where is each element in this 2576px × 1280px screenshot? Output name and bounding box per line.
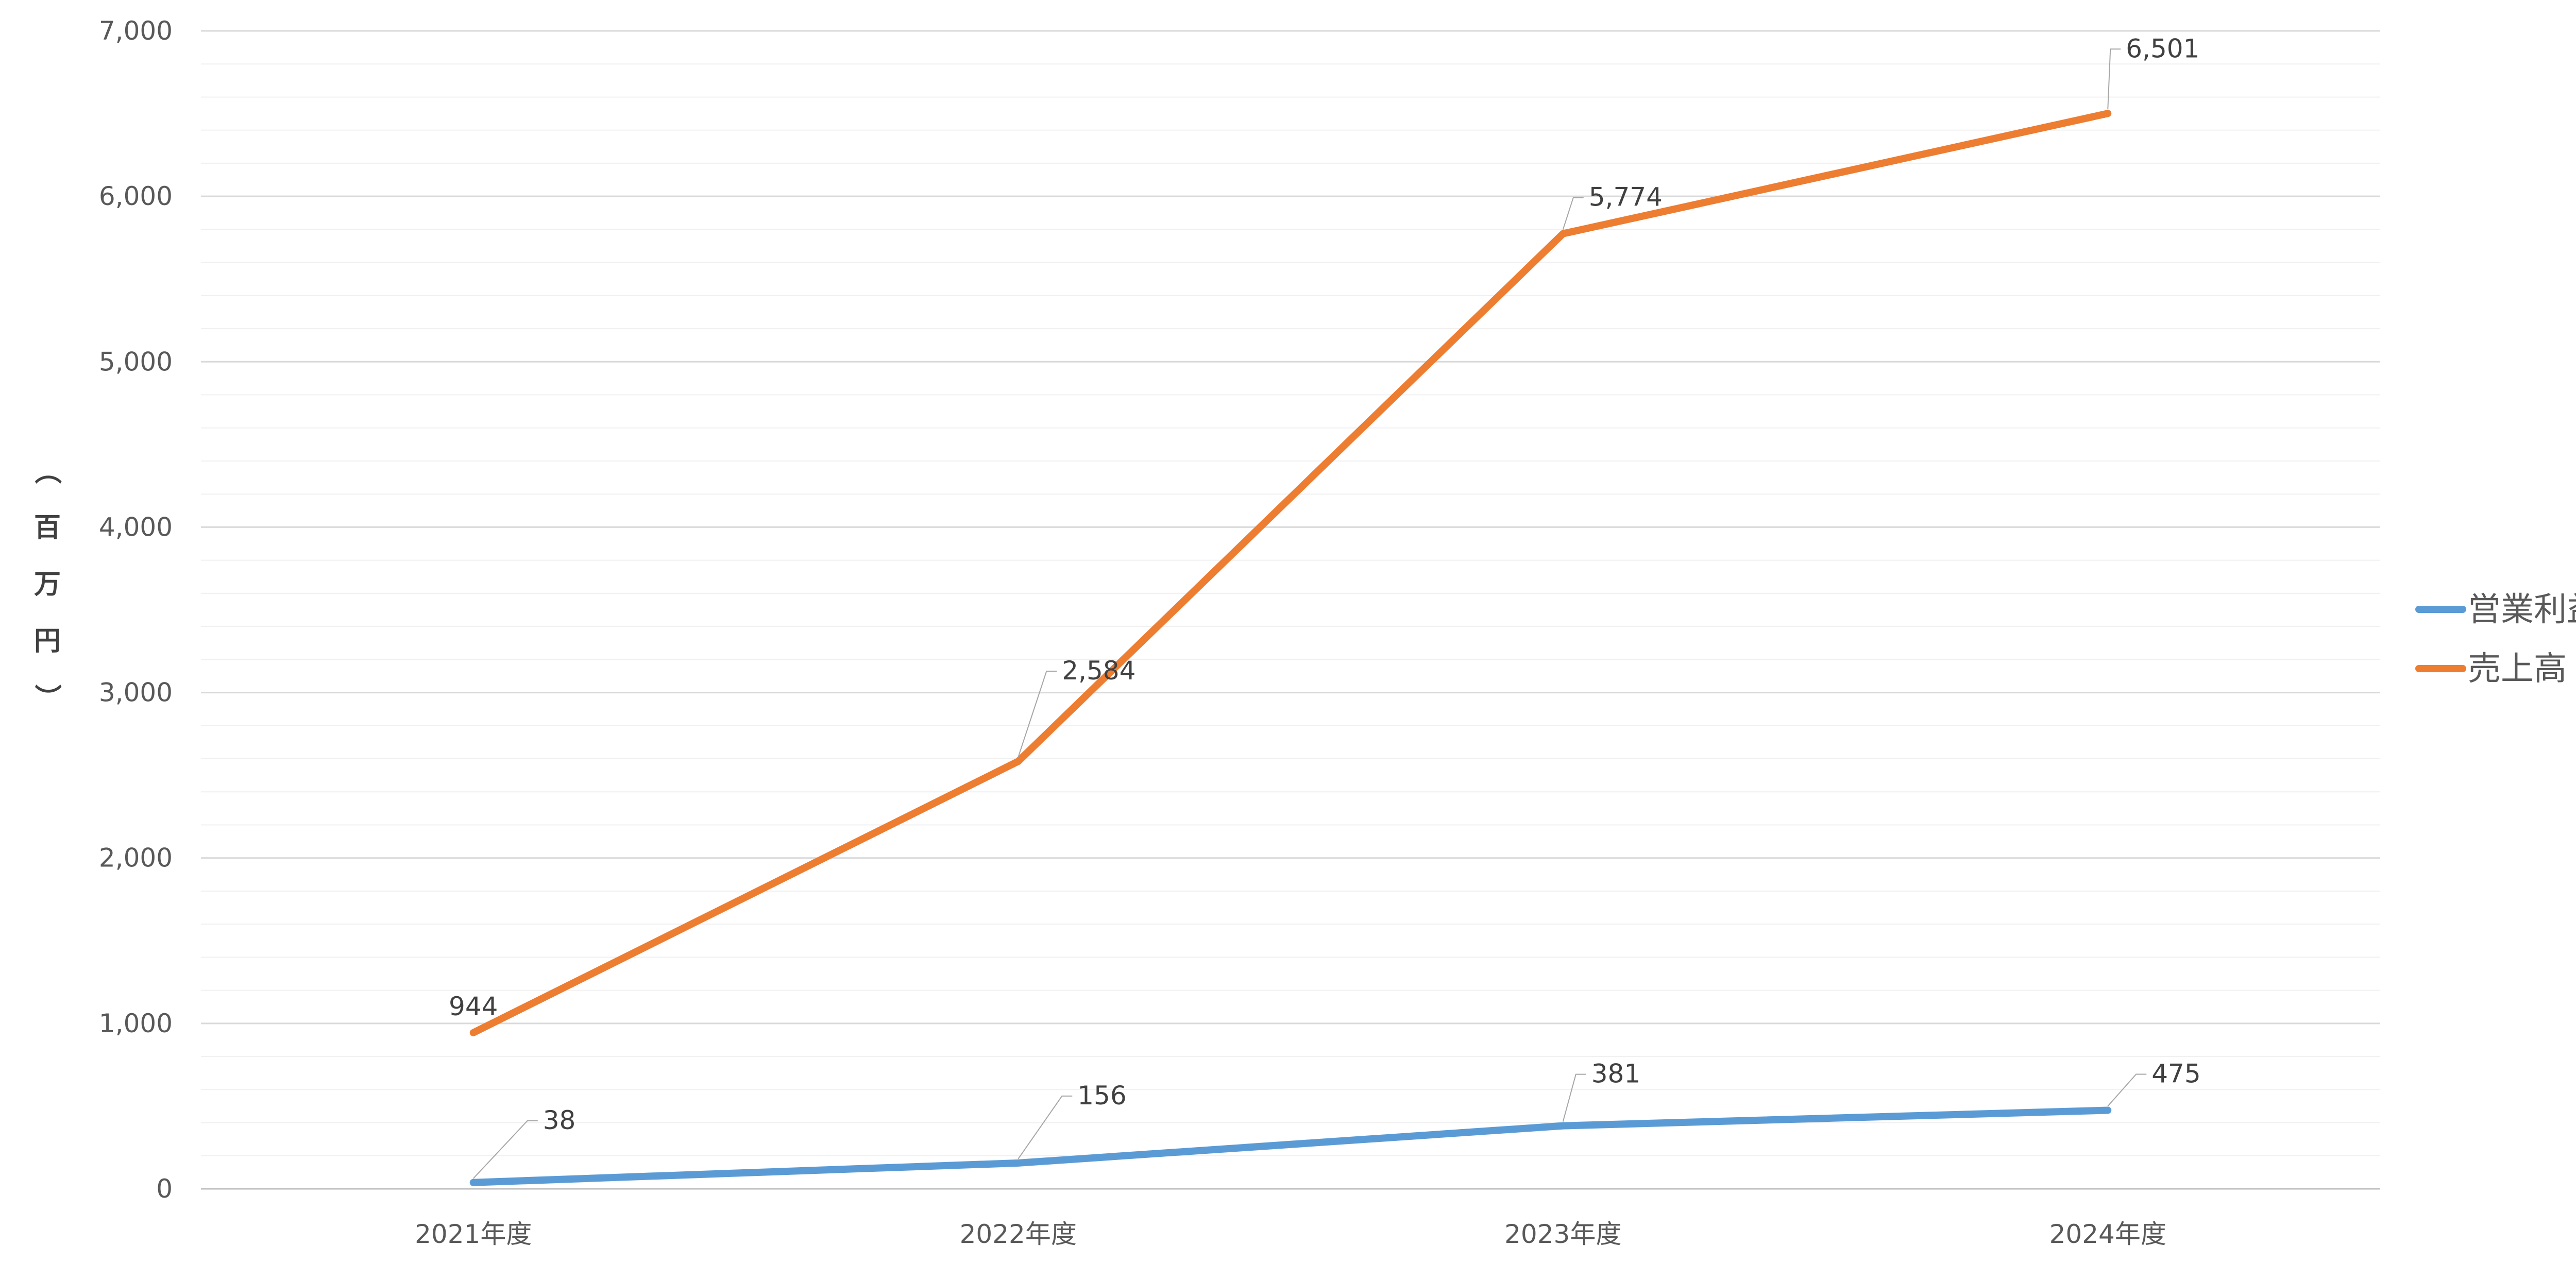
x-tick-label: 2022年度 (960, 1219, 1077, 1249)
x-axis-ticks: 2021年度 2022年度 2023年度 2024年度 (415, 1219, 2166, 1249)
y-axis-label-char: 百 (34, 513, 61, 543)
data-label: 156 (1077, 1081, 1126, 1111)
data-label-leader (1018, 671, 1057, 758)
gridlines (201, 30, 2380, 1190)
series-line-operating-profit (469, 1106, 2112, 1186)
y-axis-label-char: （ (31, 457, 62, 484)
x-tick-label: 2021年度 (415, 1219, 532, 1249)
data-label: 944 (449, 992, 498, 1021)
data-label-leader (473, 1120, 538, 1179)
y-tick-label: 5,000 (99, 347, 173, 377)
x-tick-label: 2024年度 (2049, 1219, 2166, 1249)
data-label-leader (1562, 197, 1584, 230)
y-tick-label: 3,000 (99, 678, 173, 708)
data-label: 475 (2151, 1059, 2200, 1088)
y-tick-label: 1,000 (99, 1009, 173, 1038)
data-label: 5,774 (1589, 182, 1663, 212)
data-label: 38 (543, 1105, 576, 1135)
y-tick-label: 6,000 (99, 181, 173, 211)
legend-label: 営業利益 (2468, 591, 2576, 629)
y-axis-label-char: 円 (34, 626, 61, 657)
data-label: 381 (1591, 1059, 1640, 1089)
legend-label: 売上高 (2468, 650, 2567, 688)
data-label-leader (1562, 1073, 1586, 1122)
series-lines (469, 110, 2112, 1186)
data-label-leader (2107, 1073, 2147, 1107)
data-label-leader (1018, 1095, 1073, 1159)
data-label: 2,584 (1062, 656, 1136, 686)
y-axis-label: （ 百万円 ） (31, 457, 62, 711)
data-labels: 38 156 381 475 944 2,584 5,774 6,501 (449, 33, 2201, 1179)
legend: 営業利益売上高 (2415, 591, 2576, 688)
x-tick-label: 2023年度 (1504, 1219, 1621, 1249)
data-label-leader (2107, 48, 2121, 110)
y-tick-label: 0 (156, 1174, 173, 1204)
y-axis-label-char: 万 (34, 569, 61, 600)
y-tick-label: 7,000 (99, 16, 173, 46)
y-tick-label: 4,000 (99, 512, 173, 542)
data-label: 6,501 (2126, 33, 2199, 63)
series-line-sales (469, 110, 2112, 1036)
y-axis-ticks: 0 1,000 2,000 3,000 4,000 5,000 6,000 7,000 (99, 16, 173, 1204)
y-tick-label: 2,000 (99, 843, 173, 873)
y-axis-label-char: ） (31, 684, 62, 711)
